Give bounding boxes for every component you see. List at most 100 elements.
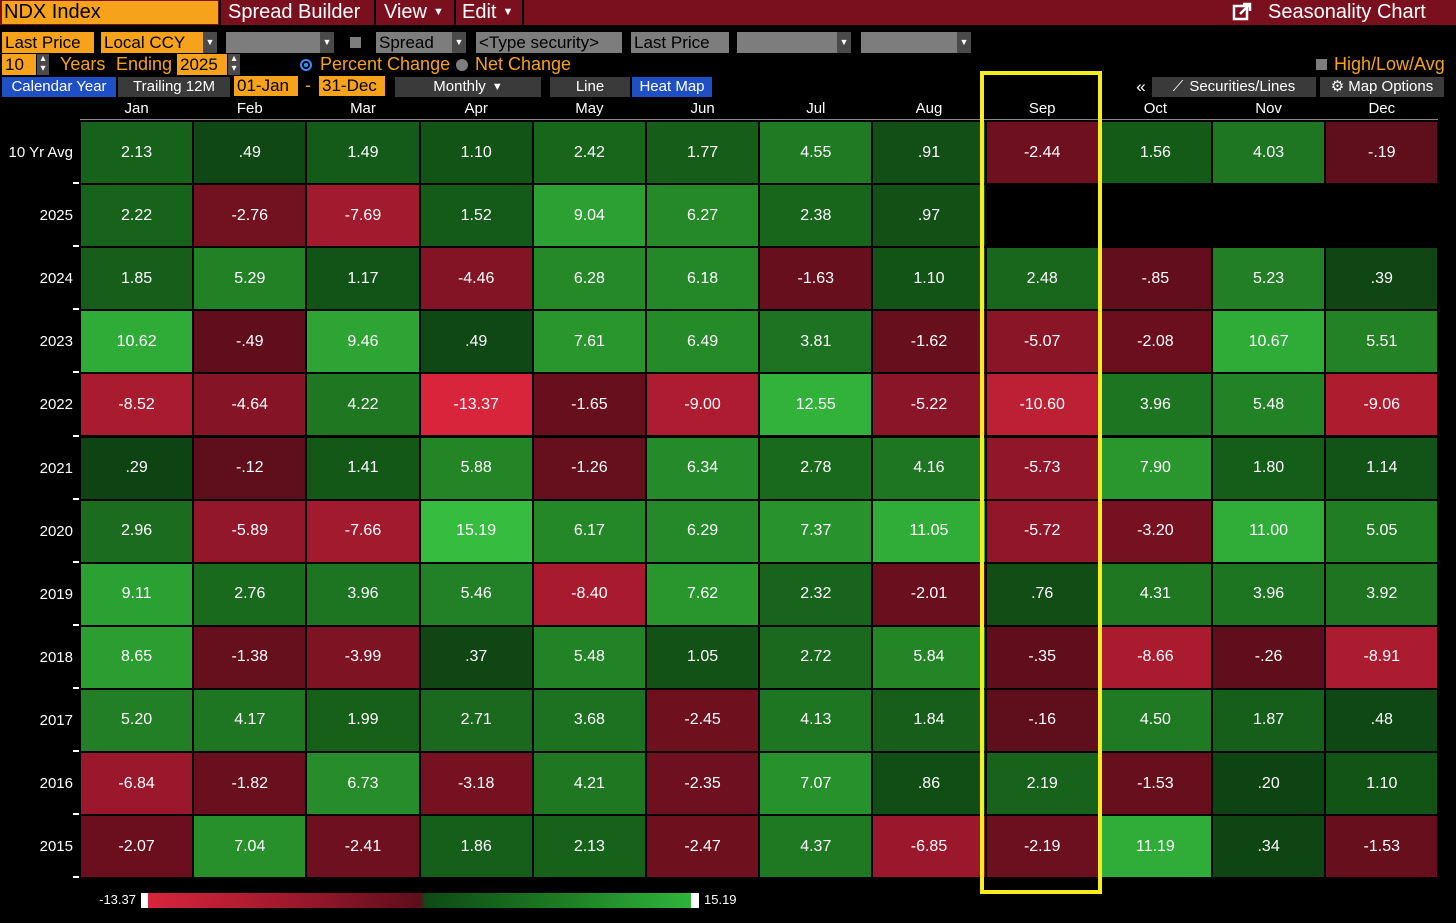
- heatmap-cell[interactable]: -2.76: [194, 185, 306, 247]
- blank-select-3[interactable]: ▼: [861, 32, 971, 53]
- price-field-2-select[interactable]: Last Price: [631, 32, 729, 53]
- heatmap-cell[interactable]: 7.90: [1099, 437, 1211, 499]
- heatmap-cell[interactable]: 1.80: [1213, 437, 1325, 499]
- years-input[interactable]: 10: [2, 54, 36, 75]
- heatmap-cell[interactable]: [986, 185, 1098, 247]
- heatmap-cell[interactable]: .39: [1326, 248, 1438, 310]
- heatmap-cell[interactable]: 1.05: [647, 626, 759, 688]
- heatmap-cell[interactable]: 5.88: [420, 437, 532, 499]
- heatmap-cell[interactable]: [1326, 185, 1438, 247]
- heatmap-cell[interactable]: -.16: [986, 689, 1098, 751]
- heatmap-cell[interactable]: 12.55: [760, 374, 872, 436]
- heatmap-cell[interactable]: -1.62: [873, 311, 985, 373]
- heatmap-cell[interactable]: 5.29: [194, 248, 306, 310]
- export-icon[interactable]: [1232, 2, 1252, 22]
- heatmap-cell[interactable]: -2.35: [647, 753, 759, 815]
- heatmap-cell[interactable]: 3.96: [307, 563, 419, 625]
- heatmap-cell[interactable]: -.12: [194, 437, 306, 499]
- price-field-select[interactable]: Last Price: [2, 32, 94, 53]
- heatmap-cell[interactable]: 8.65: [81, 626, 193, 688]
- heatmap-cell[interactable]: 1.77: [647, 122, 759, 184]
- heatmap-cell[interactable]: -.49: [194, 311, 306, 373]
- heatmap-cell[interactable]: 1.85: [81, 248, 193, 310]
- heatmap-cell[interactable]: -2.45: [647, 689, 759, 751]
- heatmap-cell[interactable]: 4.37: [760, 816, 872, 878]
- heatmap-cell[interactable]: -1.82: [194, 753, 306, 815]
- heatmap-cell[interactable]: 6.28: [533, 248, 645, 310]
- heatmap-cell[interactable]: -2.44: [986, 122, 1098, 184]
- calendar-year-tab[interactable]: Calendar Year: [2, 77, 116, 97]
- blank-select-1[interactable]: ▼: [226, 32, 334, 53]
- heatmap-cell[interactable]: 3.81: [760, 311, 872, 373]
- heatmap-cell[interactable]: -8.91: [1326, 626, 1438, 688]
- heatmap-cell[interactable]: .37: [420, 626, 532, 688]
- type-security-input[interactable]: <Type security>: [476, 32, 622, 53]
- heatmap-cell[interactable]: 9.46: [307, 311, 419, 373]
- legend-max-handle[interactable]: [691, 893, 699, 908]
- heatmap-cell[interactable]: -10.60: [986, 374, 1098, 436]
- ending-year-input[interactable]: 2025: [177, 54, 227, 75]
- heatmap-cell[interactable]: 11.05: [873, 500, 985, 562]
- line-tab[interactable]: Line: [550, 77, 630, 97]
- heatmap-cell[interactable]: 2.13: [533, 816, 645, 878]
- start-date-input[interactable]: 01-Jan: [234, 76, 298, 96]
- heatmap-cell[interactable]: -1.38: [194, 626, 306, 688]
- heatmap-cell[interactable]: 1.87: [1213, 689, 1325, 751]
- heatmap-cell[interactable]: 2.72: [760, 626, 872, 688]
- heatmap-cell[interactable]: 5.20: [81, 689, 193, 751]
- heatmap-cell[interactable]: .49: [194, 122, 306, 184]
- heatmap-cell[interactable]: 10.62: [81, 311, 193, 373]
- blank-select-2[interactable]: ▼: [737, 32, 851, 53]
- heatmap-cell[interactable]: .76: [986, 563, 1098, 625]
- heatmap-cell[interactable]: 2.38: [760, 185, 872, 247]
- heatmap-cell[interactable]: -5.72: [986, 500, 1098, 562]
- heatmap-cell[interactable]: 4.55: [760, 122, 872, 184]
- trailing-12m-tab[interactable]: Trailing 12M: [118, 77, 230, 97]
- heatmap-cell[interactable]: 4.13: [760, 689, 872, 751]
- heatmap-cell[interactable]: -5.22: [873, 374, 985, 436]
- heatmap-cell[interactable]: 5.48: [1213, 374, 1325, 436]
- heatmap-cell[interactable]: -1.65: [533, 374, 645, 436]
- high-low-avg-checkbox[interactable]: [1316, 59, 1327, 70]
- heatmap-cell[interactable]: -.26: [1213, 626, 1325, 688]
- heatmap-cell[interactable]: .49: [420, 311, 532, 373]
- heatmap-cell[interactable]: -6.85: [873, 816, 985, 878]
- heatmap-cell[interactable]: -7.69: [307, 185, 419, 247]
- heatmap-cell[interactable]: 6.17: [533, 500, 645, 562]
- heatmap-cell[interactable]: 9.11: [81, 563, 193, 625]
- heatmap-cell[interactable]: -2.47: [647, 816, 759, 878]
- heatmap-cell[interactable]: 2.42: [533, 122, 645, 184]
- heatmap-cell[interactable]: 4.03: [1213, 122, 1325, 184]
- heatmap-cell[interactable]: 2.22: [81, 185, 193, 247]
- heatmap-cell[interactable]: .86: [873, 753, 985, 815]
- heatmap-cell[interactable]: 7.61: [533, 311, 645, 373]
- heatmap-cell[interactable]: 1.10: [420, 122, 532, 184]
- heatmap-cell[interactable]: -8.66: [1099, 626, 1211, 688]
- heatmap-cell[interactable]: -6.84: [81, 753, 193, 815]
- heatmap-cell[interactable]: 11.00: [1213, 500, 1325, 562]
- security-field[interactable]: NDX Index: [2, 1, 218, 24]
- heatmap-cell[interactable]: 2.19: [986, 753, 1098, 815]
- heatmap-cell[interactable]: 5.46: [420, 563, 532, 625]
- legend-min-handle[interactable]: [141, 893, 149, 908]
- heatmap-cell[interactable]: -1.53: [1326, 816, 1438, 878]
- heatmap-cell[interactable]: 2.76: [194, 563, 306, 625]
- map-options-button[interactable]: ⚙ Map Options: [1320, 77, 1444, 97]
- heatmap-cell[interactable]: 1.56: [1099, 122, 1211, 184]
- heatmap-cell[interactable]: .29: [81, 437, 193, 499]
- heatmap-cell[interactable]: -7.66: [307, 500, 419, 562]
- currency-select[interactable]: Local CCY ▼: [101, 32, 217, 53]
- heatmap-cell[interactable]: 6.34: [647, 437, 759, 499]
- heatmap-cell[interactable]: 10.67: [1213, 311, 1325, 373]
- heatmap-cell[interactable]: 2.71: [420, 689, 532, 751]
- heatmap-cell[interactable]: -2.41: [307, 816, 419, 878]
- heatmap-cell[interactable]: 4.31: [1099, 563, 1211, 625]
- heatmap-cell[interactable]: 11.19: [1099, 816, 1211, 878]
- heatmap-cell[interactable]: 2.48: [986, 248, 1098, 310]
- heatmap-cell[interactable]: 5.48: [533, 626, 645, 688]
- heatmap-cell[interactable]: 1.99: [307, 689, 419, 751]
- spread-builder-menu[interactable]: Spread Builder: [228, 1, 361, 23]
- heatmap-cell[interactable]: 4.17: [194, 689, 306, 751]
- heatmap-cell[interactable]: [1099, 185, 1211, 247]
- heatmap-cell[interactable]: -8.40: [533, 563, 645, 625]
